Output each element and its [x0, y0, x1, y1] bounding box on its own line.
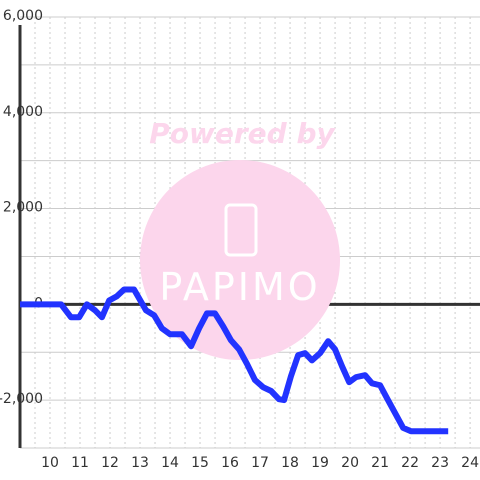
- watermark-text: Powered by: [149, 117, 336, 150]
- data-line: [20, 286, 449, 435]
- x-tick-label: 15: [191, 455, 209, 471]
- x-tick-label: 19: [311, 455, 329, 471]
- y-tick-label: 4,000: [3, 104, 43, 120]
- x-tick-label: 21: [371, 455, 389, 471]
- y-tick-label: 6,000: [3, 8, 43, 24]
- x-tick-label: 12: [101, 455, 119, 471]
- y-tick-label: 2,000: [3, 200, 43, 216]
- y-tick-label: -2,000: [0, 391, 43, 407]
- x-tick-label: 22: [401, 455, 419, 471]
- x-tick-label: 17: [251, 455, 269, 471]
- x-tick-label: 24: [461, 455, 479, 471]
- x-tick-label: 14: [161, 455, 179, 471]
- x-tick-label: 20: [341, 455, 359, 471]
- watermark: Powered by PAPIMO: [140, 117, 340, 360]
- x-tick-label: 11: [71, 455, 89, 471]
- x-tick-label: 10: [41, 455, 59, 471]
- x-tick-label: 23: [431, 455, 449, 471]
- x-tick-label: 13: [131, 455, 149, 471]
- watermark-icon: [224, 203, 258, 257]
- x-tick-label: 16: [221, 455, 239, 471]
- watermark-circle: [140, 160, 340, 360]
- watermark-logo: PAPIMO: [159, 265, 320, 309]
- x-tick-label: 18: [281, 455, 299, 471]
